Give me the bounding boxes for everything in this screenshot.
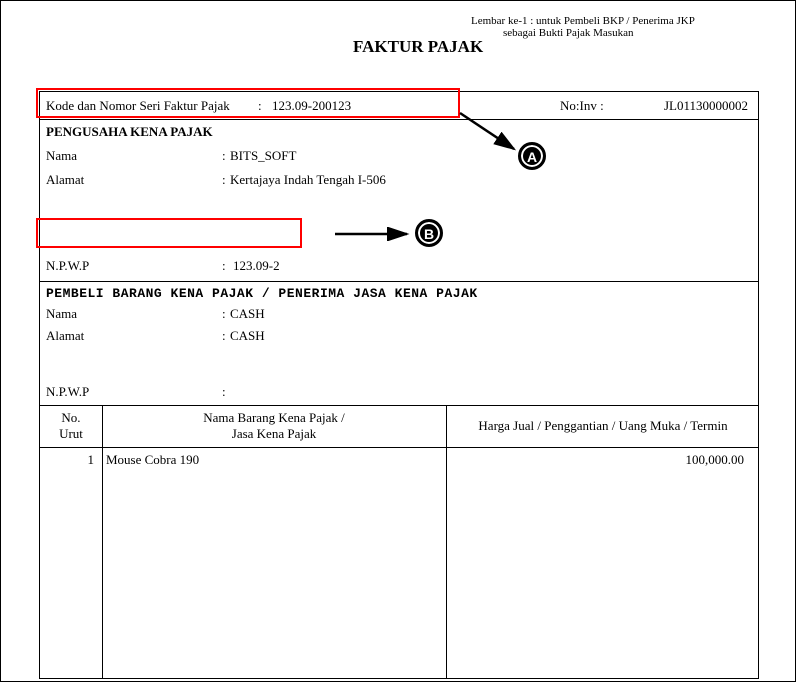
seller-name-value: BITS_SOFT <box>230 148 296 164</box>
buyer-section: PEMBELI BARANG KENA PAJAK / PENERIMA JAS… <box>40 282 758 406</box>
buyer-address-value: CASH <box>230 328 265 344</box>
invoice-table: Kode dan Nomor Seri Faktur Pajak : 123.0… <box>39 91 759 679</box>
invoice-no-label: No:Inv : <box>560 98 604 114</box>
seller-address-value: Kertajaya Indah Tengah I-506 <box>230 172 386 188</box>
buyer-title: PEMBELI BARANG KENA PAJAK / PENERIMA JAS… <box>46 286 478 301</box>
seller-title: PENGUSAHA KENA PAJAK <box>46 124 213 140</box>
buyer-npwp-label: N.P.W.P <box>46 384 89 400</box>
serial-label: Kode dan Nomor Seri Faktur Pajak <box>46 98 230 114</box>
buyer-name-value: CASH <box>230 306 265 322</box>
items-body: 1 Mouse Cobra 190 100,000.00 <box>40 448 758 678</box>
invoice-page: Lembar ke-1 : untuk Pembeli BKP / Peneri… <box>0 0 796 682</box>
item-no: 1 <box>40 452 98 468</box>
item-price: 100,000.00 <box>446 452 752 468</box>
invoice-no-value: JL01130000002 <box>664 98 748 114</box>
buyer-address-label: Alamat <box>46 328 84 344</box>
col-price-header: Harga Jual / Penggantian / Uang Muka / T… <box>446 418 760 434</box>
col-name-header: Nama Barang Kena Pajak / Jasa Kena Pajak <box>102 410 446 442</box>
item-name: Mouse Cobra 190 <box>106 452 446 468</box>
seller-section: PENGUSAHA KENA PAJAK Nama : BITS_SOFT Al… <box>40 120 758 282</box>
serial-separator: : <box>258 98 262 114</box>
seller-npwp-label: N.P.W.P <box>46 258 89 274</box>
serial-row: Kode dan Nomor Seri Faktur Pajak : 123.0… <box>40 92 758 120</box>
copy-note-line1: Lembar ke-1 : untuk Pembeli BKP / Peneri… <box>471 15 695 27</box>
buyer-name-label: Nama <box>46 306 77 322</box>
serial-value: 123.09-200123 <box>272 98 351 114</box>
seller-address-label: Alamat <box>46 172 84 188</box>
callout-a: A <box>518 142 546 170</box>
copy-note: Lembar ke-1 : untuk Pembeli BKP / Peneri… <box>471 15 695 39</box>
col-no-header: No. Urut <box>40 410 102 442</box>
seller-npwp-value: 123.09-2 <box>233 258 280 274</box>
callout-b: B <box>415 219 443 247</box>
document-title: FAKTUR PAJAK <box>353 37 483 57</box>
header: Lembar ke-1 : untuk Pembeli BKP / Peneri… <box>1 1 795 77</box>
seller-name-label: Nama <box>46 148 77 164</box>
copy-note-line2: sebagai Bukti Pajak Masukan <box>503 27 695 39</box>
items-header-row: No. Urut Nama Barang Kena Pajak / Jasa K… <box>40 406 758 448</box>
